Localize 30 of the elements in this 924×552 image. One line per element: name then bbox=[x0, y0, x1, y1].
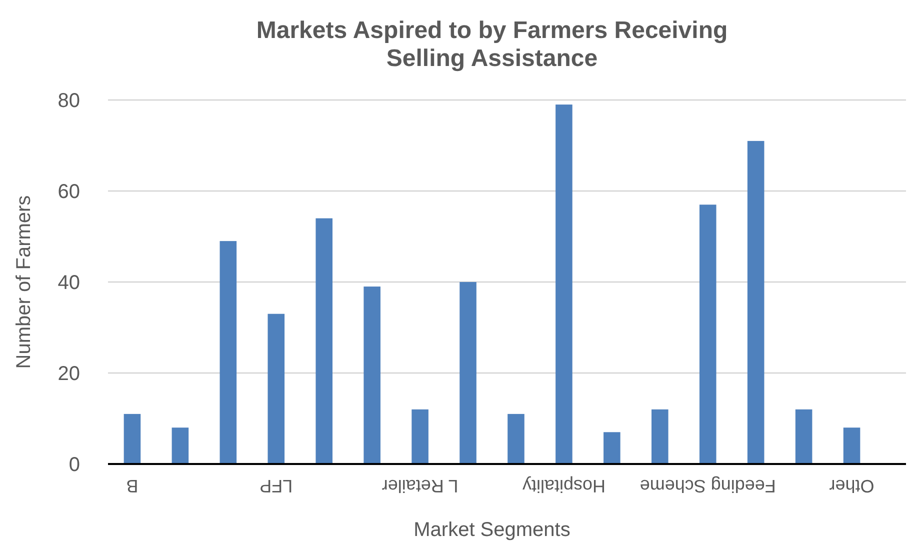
bar bbox=[364, 286, 380, 464]
bar bbox=[556, 104, 572, 464]
y-tick-label: 80 bbox=[58, 90, 80, 112]
bar bbox=[220, 241, 237, 464]
x-axis-title: Market Segments bbox=[414, 519, 570, 541]
y-tick-label: 20 bbox=[58, 363, 80, 385]
bar bbox=[268, 314, 285, 464]
bar bbox=[172, 428, 189, 464]
y-axis-title: Number of Farmers bbox=[13, 195, 35, 369]
x-tick-label: L Retailer bbox=[382, 476, 458, 496]
bar bbox=[460, 282, 476, 464]
x-tick-label: Hospitality bbox=[522, 476, 606, 496]
bar bbox=[652, 409, 668, 464]
bar bbox=[316, 218, 332, 464]
y-tick-label: 40 bbox=[58, 272, 80, 294]
y-tick-label: 60 bbox=[58, 181, 80, 203]
x-tick-label: Other bbox=[829, 476, 874, 496]
x-tick-label: B bbox=[126, 476, 138, 496]
bar bbox=[412, 409, 428, 464]
bar bbox=[124, 414, 141, 464]
bar bbox=[795, 409, 812, 464]
y-tick-label: 0 bbox=[68, 454, 80, 476]
chart-title: Markets Aspired to by Farmers Receiving Selling Assistance bbox=[256, 17, 728, 72]
bar bbox=[508, 414, 524, 464]
x-tick-label: LFP bbox=[260, 476, 293, 496]
bar bbox=[699, 204, 716, 464]
bar bbox=[747, 140, 764, 464]
x-tick-label: Feeding Scheme bbox=[640, 476, 776, 496]
bar bbox=[604, 432, 620, 464]
bar bbox=[843, 428, 860, 464]
